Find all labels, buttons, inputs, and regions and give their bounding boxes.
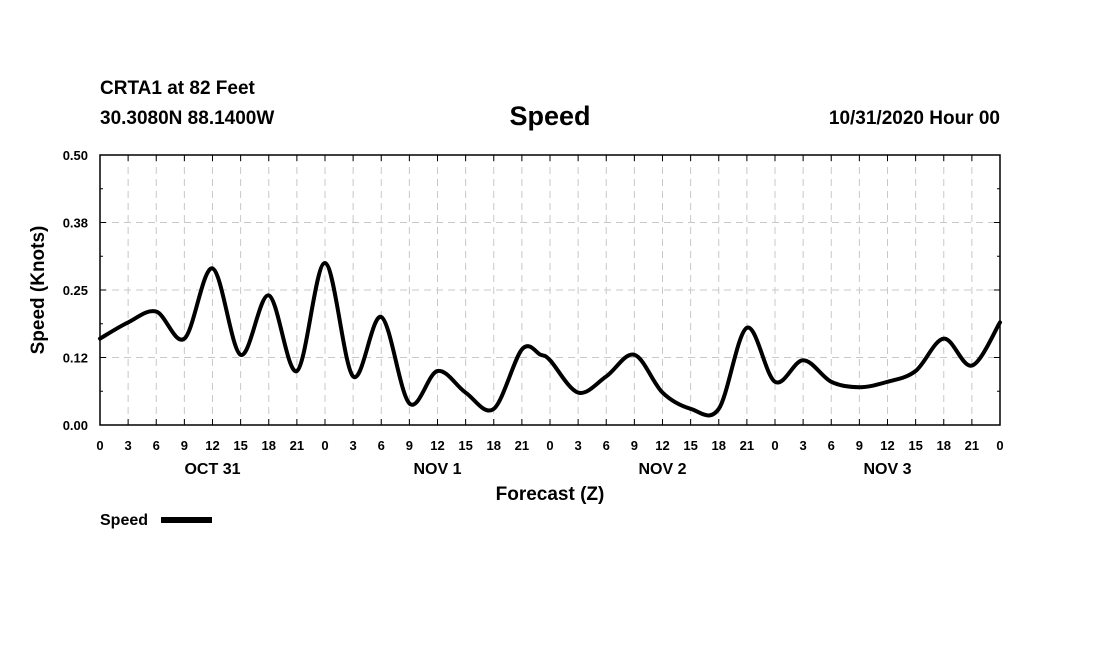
x-tick-label: 6 (603, 438, 610, 453)
x-tick-label: 15 (908, 438, 922, 453)
gridlines (100, 155, 1000, 425)
y-tick-label: 0.12 (63, 351, 88, 366)
x-tick-label: 0 (546, 438, 553, 453)
legend-label: Speed (100, 512, 148, 529)
x-tick-label: 15 (683, 438, 697, 453)
day-label: NOV 2 (638, 461, 686, 478)
data-point (576, 391, 580, 394)
data-point (155, 310, 158, 313)
day-label: NOV 3 (863, 461, 911, 478)
x-tick-label: 3 (125, 438, 132, 453)
x-tick-label: 3 (800, 438, 807, 453)
x-tick-label: 12 (430, 438, 444, 453)
plot-frame (99, 154, 1001, 426)
x-tick-label: 9 (406, 438, 413, 453)
data-point (661, 391, 664, 394)
x-tick-label: 12 (205, 438, 219, 453)
x-tick-label: 9 (856, 438, 863, 453)
data-point (942, 337, 945, 340)
x-tick-label: 6 (153, 438, 160, 453)
data-point (211, 267, 214, 270)
x-axis-label: Forecast (Z) (496, 484, 605, 505)
data-point (464, 391, 467, 394)
day-label: OCT 31 (184, 461, 240, 478)
x-tick-label: 0 (321, 438, 328, 453)
y-tick-label: 0.38 (63, 216, 88, 231)
y-tick-label: 0.00 (63, 418, 88, 433)
y-axis-label: Speed (Knots) (28, 226, 49, 355)
x-tick-label: 6 (828, 438, 835, 453)
data-point (689, 407, 692, 410)
data-point (323, 261, 327, 265)
x-tick-label: 21 (965, 438, 979, 453)
x-tick-label: 0 (96, 438, 103, 453)
data-point (492, 407, 495, 410)
data-point (858, 386, 861, 389)
x-tick-label: 0 (771, 438, 778, 453)
data-point (436, 369, 439, 373)
data-point (914, 369, 917, 373)
data-point (548, 359, 552, 362)
data-point (801, 359, 805, 362)
axes: 0 3 6 9 12 15 18 21 0 3 6 9 12 15 18 21 0 3 6 9 12 15 18 21 0 3 6 9… (63, 148, 1004, 478)
x-tick-label: 21 (515, 438, 529, 453)
x-tick-label: 15 (233, 438, 247, 453)
data-point (970, 364, 974, 367)
data-point (539, 353, 542, 356)
data-point (520, 348, 524, 351)
data-point (745, 326, 749, 329)
series-layer (98, 260, 1002, 418)
data-point (267, 294, 270, 297)
x-tick-label: 21 (740, 438, 754, 453)
legend-swatch (161, 517, 212, 523)
x-tick-label: 3 (575, 438, 582, 453)
day-label: NOV 1 (413, 461, 461, 478)
x-tick-label: 12 (880, 438, 894, 453)
x-tick-label: 18 (262, 438, 276, 453)
run-time-label: 10/31/2020 Hour 00 (829, 108, 1000, 129)
data-point (351, 375, 355, 378)
data-point (183, 337, 186, 340)
data-point (717, 407, 720, 410)
x-tick-label: 12 (655, 438, 669, 453)
x-tick-label: 21 (290, 438, 304, 453)
x-tick-label: 6 (378, 438, 385, 453)
chart-title: Speed (509, 101, 590, 131)
data-point (633, 353, 636, 356)
data-point (830, 380, 833, 383)
data-point (126, 321, 130, 324)
data-point (239, 353, 242, 356)
x-tick-label: 18 (487, 438, 501, 453)
station-label: CRTA1 at 82 Feet (100, 78, 256, 99)
coordinates-label: 30.3080N 88.1400W (100, 108, 274, 129)
data-point (605, 375, 608, 378)
y-tick-label: 0.50 (63, 148, 88, 163)
x-tick-label: 15 (458, 438, 472, 453)
x-tick-label: 18 (937, 438, 951, 453)
data-point (380, 315, 383, 319)
data-point (773, 380, 777, 383)
x-tick-label: 0 (996, 438, 1003, 453)
data-point (886, 380, 889, 383)
data-point (408, 402, 411, 405)
x-tick-label: 9 (181, 438, 188, 453)
x-tick-label: 9 (631, 438, 638, 453)
y-tick-label: 0.25 (63, 283, 88, 298)
x-tick-label: 18 (712, 438, 726, 453)
x-tick-label: 3 (350, 438, 357, 453)
data-point (295, 369, 299, 373)
